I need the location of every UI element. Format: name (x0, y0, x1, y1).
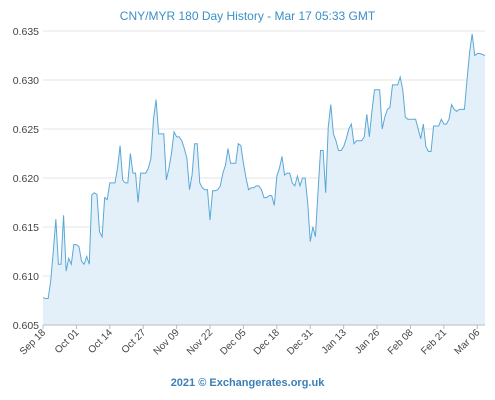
x-tick-label: Feb 08 (386, 327, 416, 357)
x-tick-label: Dec 31 (285, 327, 315, 357)
x-tick-label: Jan 13 (320, 327, 349, 356)
y-axis: 0.605 0.610 0.615 0.620 0.625 0.630 0.635 (13, 26, 39, 332)
y-tick-label: 0.625 (13, 124, 39, 136)
y-tick-label: 0.630 (13, 75, 39, 87)
chart-title: CNY/MYR 180 Day History - Mar 17 05:33 G… (119, 9, 376, 23)
chart-footer: 2021 © Exchangerates.org.uk (170, 377, 325, 389)
x-tick-label: Oct 01 (53, 327, 82, 356)
series-area (43, 33, 485, 325)
x-tick-label: Oct 14 (86, 327, 115, 356)
x-tick-label: Nov 09 (152, 327, 182, 357)
y-tick-label: 0.620 (13, 173, 39, 185)
x-axis: Sep 18 Oct 01 Oct 14 Oct 27 Nov 09 Nov 22 Dec … (18, 325, 483, 358)
series-line (42, 33, 486, 300)
x-tick-label: Oct 27 (120, 327, 149, 356)
x-tick-label: Mar 06 (453, 327, 483, 357)
y-tick-label: 0.615 (13, 222, 39, 234)
y-tick-label: 0.610 (13, 271, 39, 283)
x-tick-label: Jan 26 (353, 327, 382, 356)
x-tick-label: Feb 21 (419, 327, 449, 357)
x-tick-label: Nov 22 (185, 327, 215, 357)
y-tick-label: 0.605 (13, 320, 39, 332)
y-tick-label: 0.635 (13, 26, 39, 38)
x-tick-label: Dec 05 (218, 327, 248, 357)
x-tick-label: Dec 18 (252, 327, 282, 357)
